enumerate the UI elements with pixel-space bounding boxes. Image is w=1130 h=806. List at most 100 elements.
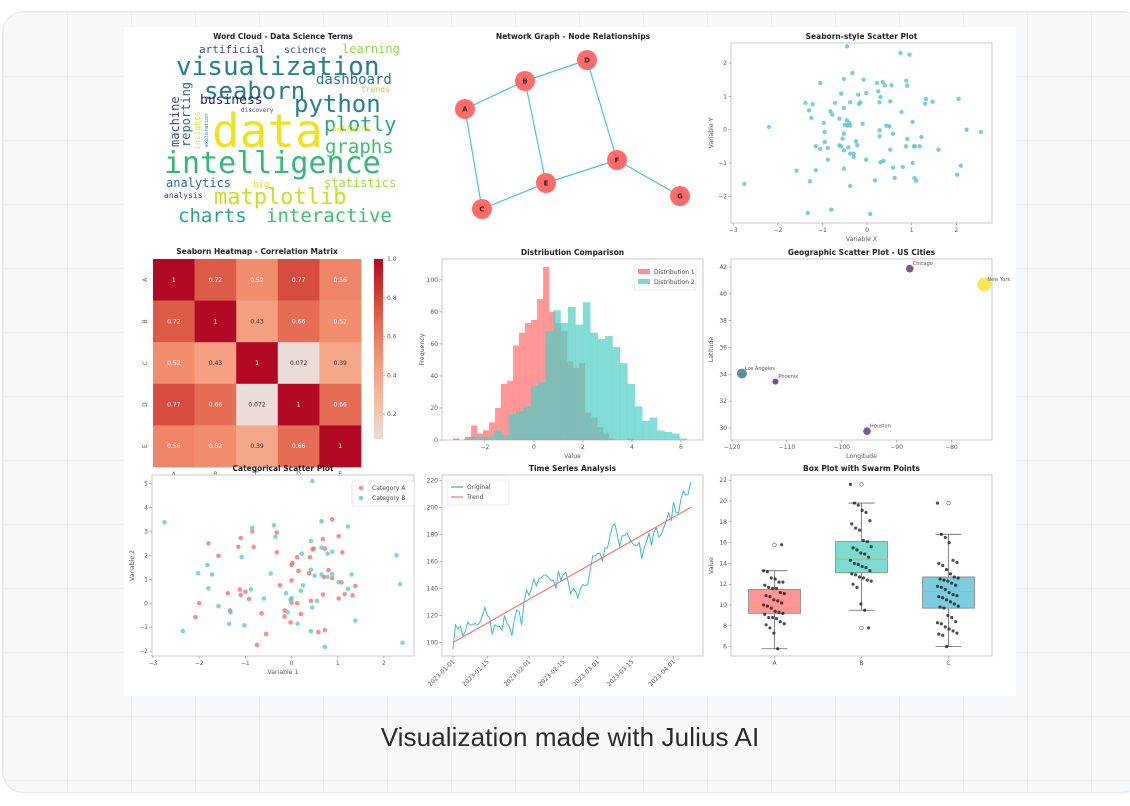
swarm-point xyxy=(767,585,771,589)
y-tick-label: 30 xyxy=(719,425,727,432)
swarm-point xyxy=(863,552,867,556)
data-point xyxy=(226,621,232,627)
x-tick-label: 6 xyxy=(679,444,683,451)
edge-D-F xyxy=(586,59,618,161)
data-point xyxy=(180,628,186,634)
word-business: business xyxy=(200,93,263,108)
data-point xyxy=(847,100,853,105)
heatmap-cell xyxy=(319,342,362,385)
data-point xyxy=(846,145,851,150)
x-tick-label: B xyxy=(859,660,863,667)
legend-entry: Trend xyxy=(466,494,484,501)
data-point xyxy=(238,535,244,541)
data-point xyxy=(295,621,300,626)
cell-annotation: 0.52 xyxy=(209,443,223,450)
swarm-point xyxy=(776,599,780,603)
data-point xyxy=(913,178,919,183)
data-point xyxy=(903,144,909,149)
swarm-point xyxy=(857,575,862,579)
swarm-point xyxy=(859,551,863,555)
data-point xyxy=(917,144,922,149)
swarm-point xyxy=(855,585,859,589)
data-point xyxy=(910,160,915,166)
colorbar-tick: 0.4 xyxy=(387,372,397,379)
swarm-point xyxy=(867,555,871,559)
city-chicago xyxy=(905,264,914,273)
cell-annotation: 0.43 xyxy=(250,318,264,325)
swarm-point xyxy=(951,558,955,562)
y-tick-label: 40 xyxy=(719,291,727,298)
swarm-point xyxy=(848,482,853,486)
edge-F-G xyxy=(616,159,681,197)
swarm-point xyxy=(856,503,860,507)
histogram-bar xyxy=(453,438,460,440)
word-matplotlib: matplotlib xyxy=(214,185,346,210)
data-point xyxy=(263,631,269,637)
data-point xyxy=(860,121,865,126)
swarm-point xyxy=(956,604,960,608)
edge-B-E xyxy=(524,80,547,184)
y-tick-label: 20 xyxy=(430,405,438,412)
swarm-point xyxy=(854,526,858,530)
node-label: E xyxy=(544,180,549,188)
swarm-point xyxy=(861,538,866,543)
data-point xyxy=(349,572,354,577)
data-point xyxy=(841,166,847,171)
histogram-bar xyxy=(642,420,650,440)
data-point xyxy=(880,79,885,85)
data-point xyxy=(248,587,254,592)
y-tick-label: 1 xyxy=(723,93,727,100)
data-point xyxy=(314,598,320,604)
data-point xyxy=(325,551,330,556)
node-A xyxy=(455,99,475,119)
y-tick-label: 120 xyxy=(427,612,439,619)
word-insights: insights xyxy=(193,111,202,150)
x-tick-label: 0 xyxy=(532,444,536,451)
panel-title: Categorical Scatter Plot xyxy=(233,464,334,473)
data-point xyxy=(861,77,866,82)
x-tick-label: −2 xyxy=(773,227,782,234)
heatmap-cell xyxy=(319,383,362,426)
data-point xyxy=(326,567,331,573)
node-label: B xyxy=(522,78,527,86)
edge-E-F xyxy=(545,159,618,184)
cell-annotation: 0.66 xyxy=(292,318,306,325)
data-point xyxy=(742,181,747,187)
y-tick-label: C xyxy=(142,361,149,365)
colorbar xyxy=(374,259,383,439)
data-point xyxy=(876,89,881,94)
swarm-point xyxy=(781,580,785,584)
swarm-point xyxy=(946,579,950,583)
data-point xyxy=(238,592,244,598)
data-point xyxy=(850,70,855,76)
node-label: A xyxy=(462,106,468,114)
swarm-point xyxy=(947,590,951,595)
data-point xyxy=(294,554,300,560)
histogram-bar xyxy=(553,310,561,440)
data-point xyxy=(978,129,984,135)
swarm-point xyxy=(952,575,956,579)
cell-annotation: 0.52 xyxy=(167,360,181,367)
y-tick-label: 0 xyxy=(434,437,438,444)
data-point xyxy=(353,618,358,623)
swarm-point xyxy=(946,613,950,618)
swarm-point xyxy=(776,647,780,651)
data-point xyxy=(818,146,823,152)
data-point xyxy=(228,610,233,615)
colorbar-tick: 1.0 xyxy=(387,256,397,263)
data-point xyxy=(892,175,897,181)
figure-canvas: Word Cloud - Data Science Terms dataintel… xyxy=(129,32,1010,688)
x-tick-label: −90 xyxy=(890,444,903,451)
data-point xyxy=(242,623,247,628)
heatmap-cell xyxy=(153,342,195,385)
swarm-point xyxy=(941,563,945,568)
city-label: New York xyxy=(987,277,1010,283)
axes-frame xyxy=(730,42,993,224)
data-point xyxy=(329,549,335,555)
data-point xyxy=(821,120,826,126)
histogram-bar xyxy=(537,299,544,440)
word-patterns: patterns xyxy=(332,124,371,133)
data-point xyxy=(237,587,243,592)
x-tick-label: −110 xyxy=(779,444,796,451)
word-visualization: visualization xyxy=(176,52,380,82)
